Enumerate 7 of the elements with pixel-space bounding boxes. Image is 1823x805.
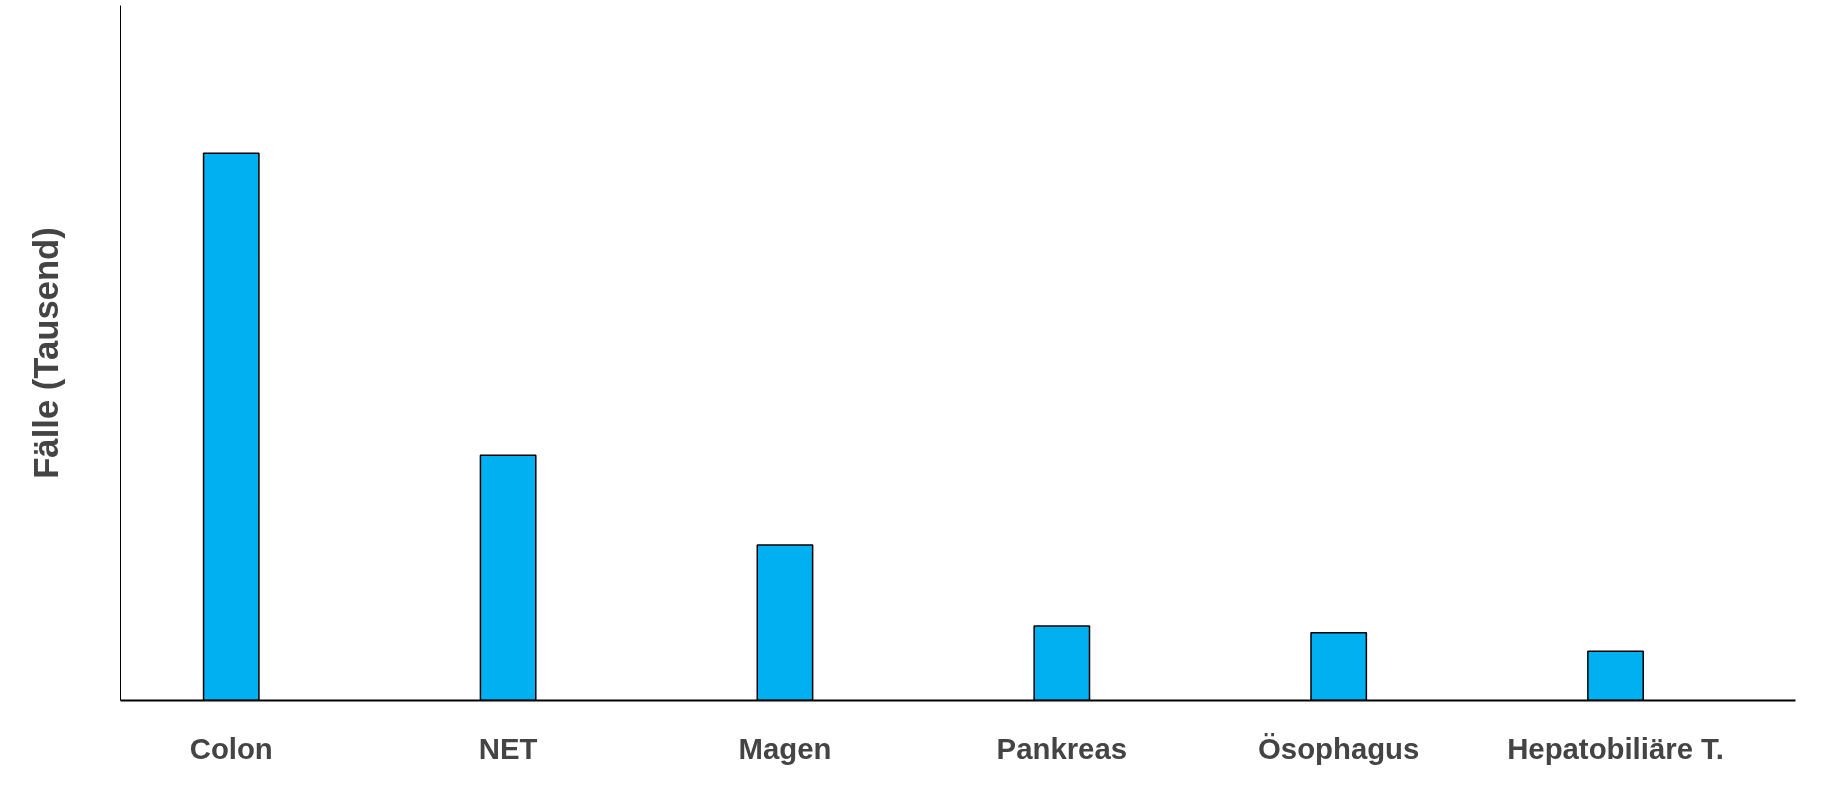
- x-tick-label: Ösophagus: [1258, 731, 1420, 765]
- x-tick-label: NET: [478, 731, 538, 765]
- x-tick-label: Magen: [738, 731, 832, 765]
- x-tick-label: Colon: [189, 731, 273, 765]
- y-axis-title: Fälle (Tausend): [26, 227, 65, 479]
- x-tick-label: Hepatobiliäre T.: [1507, 731, 1724, 765]
- x-tick-label: Pankreas: [996, 731, 1128, 765]
